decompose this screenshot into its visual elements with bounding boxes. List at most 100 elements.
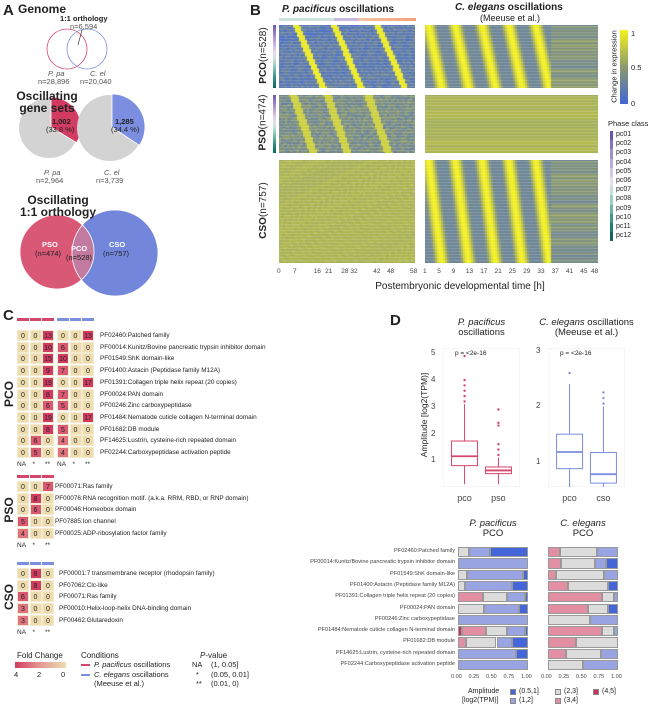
bar-segment-(1,2] xyxy=(458,614,528,626)
fold-change-cell: 0 xyxy=(42,527,54,539)
pfam-domain-label: PF00246:Zinc carboxypeptidase xyxy=(100,402,192,410)
pvalue-col-label: * xyxy=(32,628,36,636)
outlier-point xyxy=(497,443,500,446)
boxplot-subtitle: (Meeuse et al.) xyxy=(554,327,619,338)
bar-category-label: PF01549:ShK domain-like xyxy=(390,570,455,577)
fold-change-cell: 0 xyxy=(69,423,82,435)
phase-bar-pso xyxy=(273,95,276,153)
fold-change-cell: 0 xyxy=(57,376,69,388)
bar-panel-title-species: P. pacificus xyxy=(469,518,517,529)
bar-segment-(1,2] xyxy=(583,660,618,671)
fold-change-cell: 0 xyxy=(42,603,54,615)
fold-change-cell: 0 xyxy=(82,435,94,447)
phase-label-pc01: pc01 xyxy=(616,131,632,138)
box-cso xyxy=(589,391,617,487)
pfam-domain-label: PF00046:Homeobox domain xyxy=(55,506,137,514)
fold-change-cell: 8 xyxy=(29,492,42,504)
legend-swatch-(0.5,1] xyxy=(510,689,516,695)
genome-title: Genome xyxy=(18,2,67,16)
heatmap-right-xtick: 29 xyxy=(523,268,531,275)
fold-change-cell: 0 xyxy=(69,388,82,400)
bar-category-label: PF01400:Astacin (Peptidase family M12A) xyxy=(349,581,455,588)
heatmap-left-xtick: 32 xyxy=(350,268,358,275)
bar-segment-(2,3] xyxy=(565,648,601,659)
heatmap-left-xtick: 0 xyxy=(277,268,281,275)
heatmap-right-xtick: 1 xyxy=(423,268,427,275)
panel-a-graphics xyxy=(19,28,159,297)
fold-change-cell: 15 xyxy=(42,353,54,365)
bar-segment-(0.5,1] xyxy=(516,648,528,659)
fold-change-cell: 5 xyxy=(57,400,69,412)
bar-category-label: PF00024:PAN domain xyxy=(399,604,455,611)
bar-segment-(2,3] xyxy=(576,637,618,648)
bar-panel-title-species: C. elegans xyxy=(560,518,606,529)
legend-swatch-(3,4] xyxy=(555,698,561,704)
ce-pie-value: 1,285 xyxy=(115,117,134,126)
phase-swatch-pc12 xyxy=(610,232,613,242)
condition-bar xyxy=(29,562,41,565)
fold-change-cell: 0 xyxy=(42,492,54,504)
bar-segment-(2,3] xyxy=(601,592,614,603)
bar-segment-(3,4] xyxy=(548,558,561,569)
row-label-pco: PCO(n=528) xyxy=(258,24,269,87)
pp-genome-n: n=28,896 xyxy=(38,77,70,86)
fold-change-cell: 6 xyxy=(29,504,42,516)
fold-change-cell: 0 xyxy=(82,341,94,353)
bar-segment-(1,2] xyxy=(507,592,525,603)
ce-pie-slice xyxy=(111,93,146,146)
bar-category-label: PF14625:Lustrin, cysteine-rich repeated … xyxy=(335,649,455,656)
cond-ce-sub: (Meeuse et al.) xyxy=(94,679,145,688)
bar-category-label: PF01484:Nematode cuticle collagen N-term… xyxy=(317,627,455,634)
bar-segment-(0.5,1] xyxy=(511,580,528,592)
pfam-domain-label: PF07885:Ion channel xyxy=(55,518,116,526)
colorbar-label: Change in expression xyxy=(609,30,619,103)
outlier-point xyxy=(463,389,466,392)
condition-bar xyxy=(17,318,29,321)
cond-pp-rest: oscillations xyxy=(131,660,171,669)
heatmap-left-xtick: 48 xyxy=(387,268,395,275)
heatmap-left-pco xyxy=(279,25,415,88)
fold-change-cell: 0 xyxy=(17,579,29,591)
condition-bar xyxy=(82,318,94,321)
phase-swatch-pc04 xyxy=(610,158,613,168)
stage-bar xyxy=(279,18,416,21)
panel-label-a: A xyxy=(3,2,14,19)
fold-change-cell: 0 xyxy=(42,579,54,591)
fold-change-cell: 8 xyxy=(29,579,42,591)
bar-xtick: 1.00 xyxy=(611,674,622,680)
outlier-point xyxy=(463,400,466,403)
pfam-domain-label: PF00010:Helix-loop-helix DNA-binding dom… xyxy=(59,605,192,613)
bar-segment-(1,2] xyxy=(496,637,512,648)
fold-change-cell: 19 xyxy=(42,411,54,423)
cond-ce-rest: oscillations xyxy=(129,670,169,679)
fold-change-cell: 0 xyxy=(29,603,42,615)
bar-segment-(2,3] xyxy=(486,626,507,637)
bar-panel-title-group: PCO xyxy=(482,528,504,539)
ce-genome-label: C. el xyxy=(90,69,106,78)
pvalue-col-label: NA xyxy=(57,460,67,468)
condition-bar xyxy=(57,318,69,321)
fold-change-cell: 0 xyxy=(69,376,82,388)
fold-change-cell: 0 xyxy=(42,435,54,447)
legend-swatch-(2,3] xyxy=(555,689,561,695)
legend-label: (0.5,1] xyxy=(519,688,539,695)
fold-change-cell: 0 xyxy=(69,400,82,412)
bar-xtick: 0.25 xyxy=(558,674,570,680)
fold-change-cell: 0 xyxy=(29,388,42,400)
heatmap-right-xtick: 17 xyxy=(480,268,488,275)
group-label-pco: PCO xyxy=(2,381,16,408)
phase-label-pc07: pc07 xyxy=(616,186,632,194)
boxplot-title-species: P. pacificus xyxy=(457,317,506,328)
fold-change-cell: 6 xyxy=(42,400,54,412)
fold-change-cell: 7 xyxy=(57,388,69,400)
fold-change-cell: 8 xyxy=(29,568,42,579)
fold-change-cell: 0 xyxy=(69,411,82,423)
pvalue-title: P-value xyxy=(200,651,227,660)
outlier-point xyxy=(602,391,605,394)
fold-change-cell: 5 xyxy=(17,516,29,528)
fold-change-cell: 6 xyxy=(29,435,42,447)
fold-change-cell: 0 xyxy=(42,504,54,516)
bar-segment-(2,3] xyxy=(548,614,590,626)
bar-segment-(2,3] xyxy=(458,580,465,592)
outlier-point xyxy=(497,453,500,457)
